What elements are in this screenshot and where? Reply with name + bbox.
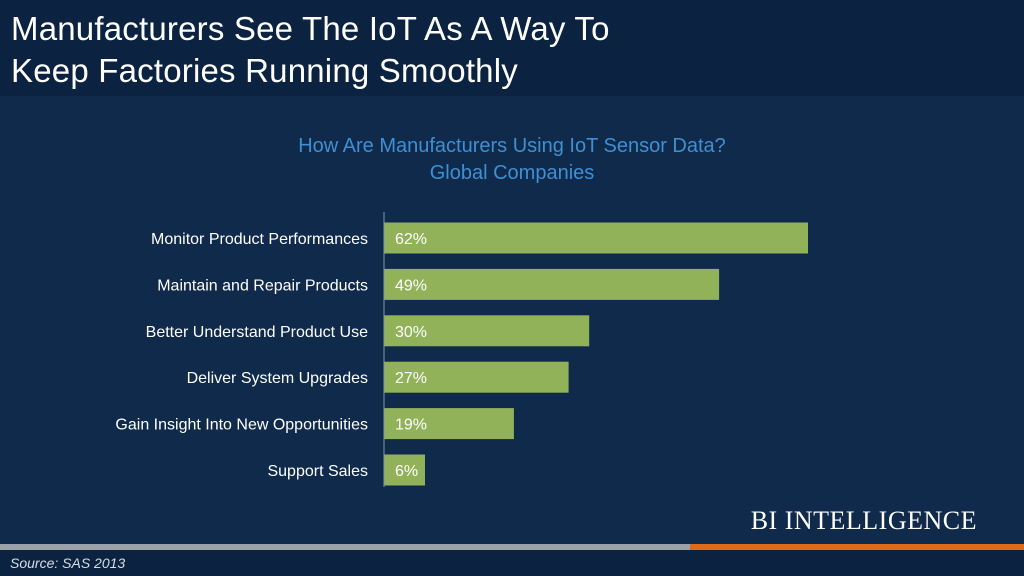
page-title: Manufacturers See The IoT As A Way To Ke… (11, 8, 610, 92)
bar (384, 408, 514, 440)
bar-value-label: 27% (395, 370, 427, 387)
chart-subtitle: Global Companies (429, 162, 595, 184)
category-label: Support Sales (267, 463, 368, 480)
footer-divider-grey (0, 544, 690, 550)
bar (384, 454, 425, 486)
chart-title-block: How Are Manufacturers Using IoT Sensor D… (0, 133, 1024, 187)
bar-value-label: 30% (395, 324, 427, 341)
bar-value-label: 6% (395, 463, 418, 480)
category-label: Deliver System Upgrades (187, 370, 368, 387)
header-band: Manufacturers See The IoT As A Way To Ke… (0, 0, 1024, 96)
footer-divider-orange (690, 544, 1024, 550)
bar (384, 315, 590, 347)
bar-value-label: 49% (395, 277, 427, 294)
chart-title: How Are Manufacturers Using IoT Sensor D… (298, 135, 726, 157)
bar-value-label: 19% (395, 417, 427, 434)
category-label: Better Understand Product Use (146, 324, 368, 341)
footer-band: Source: SAS 2013 (0, 550, 1024, 576)
source-note: Source: SAS 2013 (10, 555, 126, 571)
bar (384, 361, 569, 393)
bar (384, 222, 808, 254)
bar (384, 268, 720, 300)
page-title-line-2: Keep Factories Running Smoothly (11, 52, 518, 89)
category-label: Monitor Product Performances (151, 231, 368, 248)
bar-value-label: 62% (395, 231, 427, 248)
category-label: Gain Insight Into New Opportunities (115, 417, 368, 434)
category-label: Maintain and Repair Products (157, 277, 368, 294)
brand-logo: BI INTELLIGENCE (750, 506, 977, 535)
page-title-line-1: Manufacturers See The IoT As A Way To (11, 10, 610, 47)
